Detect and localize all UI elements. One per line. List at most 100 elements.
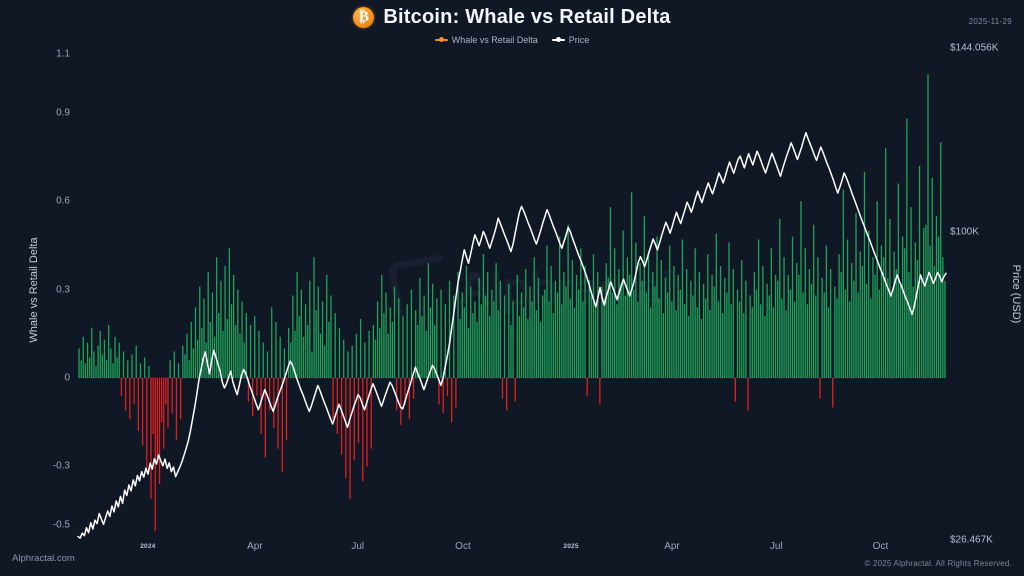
delta-bar (554, 280, 557, 378)
delta-bar (537, 277, 540, 378)
delta-bar (235, 324, 237, 378)
delta-bar (586, 377, 588, 396)
price-line-series (77, 132, 947, 539)
delta-bar (254, 316, 256, 378)
delta-bar (620, 283, 622, 378)
delta-bar (688, 316, 690, 378)
delta-bar (569, 298, 571, 378)
delta-bar (673, 266, 675, 378)
delta-bar (872, 257, 874, 378)
delta-bar (438, 377, 440, 405)
delta-bar (285, 377, 288, 440)
delta-bar (512, 301, 514, 378)
y-axis-ticks: 1.1 0.9 0.6 0.3 0 -0.3 -0.5 (0, 48, 70, 540)
delta-bar (690, 280, 692, 378)
delta-bar (578, 289, 580, 378)
delta-bar (110, 348, 112, 378)
delta-bar (724, 277, 726, 378)
delta-bar (150, 377, 152, 499)
delta-bar (317, 286, 319, 378)
delta-bar (199, 286, 201, 378)
delta-bar (338, 327, 341, 378)
delta-bar (561, 304, 563, 378)
delta-bar (518, 316, 521, 378)
delta-bar (552, 313, 554, 378)
delta-bar (846, 239, 849, 378)
delta-bar (122, 351, 125, 378)
delta-bar (307, 324, 309, 378)
delta-bar (558, 236, 561, 378)
delta-bar (753, 271, 756, 378)
delta-bar (611, 292, 614, 378)
delta-bar (692, 295, 694, 378)
delta-bar (599, 377, 601, 405)
delta-bar (542, 295, 544, 378)
delta-bar (292, 295, 294, 378)
delta-bar (813, 224, 815, 378)
delta-bar (916, 260, 919, 378)
delta-bar (374, 339, 377, 378)
delta-bar (357, 377, 360, 443)
legend-item-0[interactable]: Whale vs Retail Delta (434, 35, 538, 45)
delta-bar (548, 301, 550, 378)
delta-bar (230, 304, 233, 378)
delta-bar (474, 301, 476, 378)
delta-bar (160, 377, 163, 423)
plot-area[interactable] (77, 48, 947, 540)
delta-bar (825, 245, 828, 378)
chart-canvas[interactable] (77, 48, 947, 540)
delta-bar (853, 280, 855, 378)
delta-bar (721, 313, 724, 378)
delta-bar (398, 298, 400, 378)
delta-bar (281, 377, 283, 473)
delta-bar (313, 257, 315, 378)
delta-bar (201, 327, 203, 378)
delta-bar (931, 177, 933, 378)
legend-item-1[interactable]: Price (551, 35, 589, 45)
delta-bar (652, 271, 654, 378)
delta-bar (283, 348, 286, 378)
y2-axis-ticks: $144.056K $100K $26.467K (950, 43, 1024, 546)
delta-bar (351, 345, 353, 378)
delta-bar (592, 254, 595, 378)
delta-bar (175, 377, 178, 440)
delta-bar (410, 289, 413, 378)
delta-bar (757, 239, 760, 378)
delta-bar (582, 301, 584, 378)
delta-bar (925, 224, 927, 378)
delta-bar (681, 239, 684, 378)
date-stamp: 2025-11-29 (968, 17, 1012, 26)
x-axis-ticks: 2024 Apr Jul Oct 2025 Apr Jul Oct (78, 541, 946, 559)
delta-bar (637, 301, 639, 378)
delta-bar (525, 268, 527, 378)
delta-bar (802, 292, 804, 378)
delta-bar (834, 286, 836, 378)
delta-bar (929, 245, 931, 378)
y2-tick-label: $144.056K (950, 42, 999, 54)
delta-bar (300, 289, 302, 378)
delta-bar (556, 292, 559, 378)
delta-bar (535, 310, 537, 378)
delta-bar (796, 263, 798, 378)
delta-bar (633, 289, 635, 378)
delta-bar (868, 230, 870, 378)
delta-bar (529, 286, 531, 378)
delta-bar (277, 377, 279, 449)
delta-bar (287, 327, 290, 378)
delta-bar (343, 339, 345, 378)
delta-bar (614, 248, 616, 378)
delta-bar (165, 377, 167, 405)
delta-bar (702, 283, 705, 378)
delta-bar (567, 224, 569, 378)
delta-bar (921, 277, 923, 378)
delta-bar (904, 248, 906, 378)
delta-bar (362, 377, 364, 482)
delta-bar (480, 304, 482, 378)
delta-bar (139, 363, 142, 378)
delta-bar (112, 363, 114, 378)
delta-bar (455, 377, 457, 408)
delta-bar (861, 266, 864, 378)
delta-bar (448, 280, 451, 378)
delta-bar (829, 268, 832, 378)
delta-bar (728, 242, 730, 378)
